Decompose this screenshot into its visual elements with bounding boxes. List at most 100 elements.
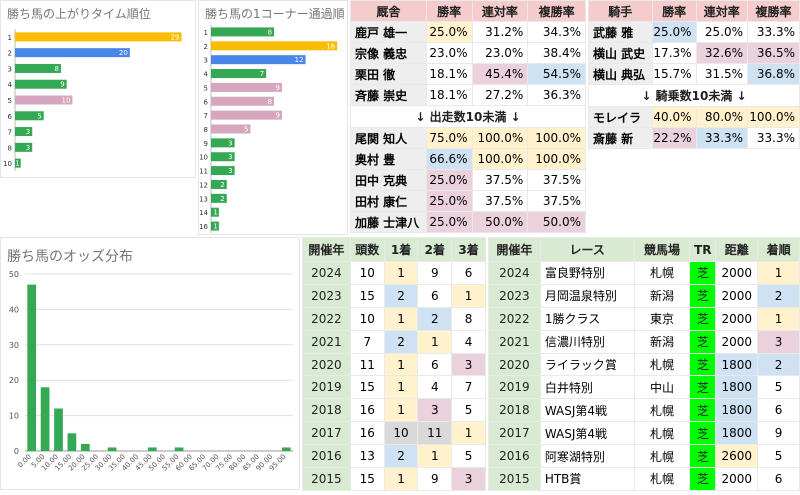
y-tick-label: 20 (9, 376, 19, 385)
show-rate-cell: 54.5% (527, 63, 586, 85)
year-cell: 2018 (488, 398, 541, 423)
bar (211, 138, 235, 148)
table-row: 2022 1勝クラス 東京芝 2000 1 (488, 306, 800, 331)
finish-cell: 5 (757, 375, 800, 400)
track-cell: 東京 (633, 306, 691, 331)
place-rate-cell: 33.3% (695, 127, 749, 149)
surface-cell: 芝 (689, 329, 717, 354)
column-header: 競馬場 (633, 237, 691, 262)
bar-value-label: 10 (61, 97, 70, 105)
category-tick-label: 13 (199, 195, 208, 203)
table-row: 横山 典弘 15.7% 31.5% 36.8% (588, 63, 800, 85)
column-header: 連対率 (471, 0, 529, 22)
distance-cell: 2000 (715, 306, 759, 331)
show-rate-cell: 100.0% (527, 148, 586, 170)
first-cell: 1 (383, 467, 419, 491)
track-cell: 新潟 (633, 329, 691, 354)
table-row: 2015 15 1 9 3 (302, 467, 486, 491)
distance-cell: 2000 (715, 467, 759, 491)
race-name-cell: 富良野特別 (539, 261, 635, 285)
table-row: 2016 13 2 1 5 (302, 444, 486, 469)
bar (211, 55, 306, 65)
column-header: TR (689, 237, 717, 262)
track-cell: 札幌 (633, 352, 691, 377)
year-cell: 2015 (488, 467, 541, 491)
table-row: 武藤 雅 25.0% 25.0% 33.3% (588, 21, 800, 43)
bar (15, 127, 33, 137)
second-cell: 3 (417, 398, 453, 423)
category-tick-label: 3 (8, 65, 12, 73)
trainer-name-cell: 尾関 知人 (350, 127, 427, 149)
year-cell: 2017 (302, 421, 351, 446)
table-row: 田中 克典 25.0% 37.5% 37.5% (350, 169, 586, 191)
year-cell: 2019 (302, 375, 351, 400)
column-header: 2着 (417, 237, 453, 262)
show-rate-cell: 50.0% (527, 211, 586, 233)
finish-cell: 6 (757, 467, 800, 491)
runners-cell: 15 (349, 375, 385, 400)
show-rate-cell: 36.8% (747, 63, 800, 85)
jockey-name-cell: 横山 武史 (588, 42, 653, 64)
bar-value-label: 16 (326, 42, 335, 50)
category-tick-label: 10 (199, 154, 208, 162)
table-row: 2024 10 1 9 6 (302, 261, 486, 285)
threshold-note: ↓ 出走数10未満 ↓ (350, 105, 586, 128)
bar-value-label: 5 (37, 112, 41, 120)
race-name-cell: HTB賞 (539, 467, 635, 491)
note-row: ↓ 出走数10未満 ↓ (350, 105, 586, 128)
y-tick-label: 50 (9, 270, 19, 279)
runners-cell: 10 (349, 261, 385, 285)
win-rate-cell: 25.0% (425, 190, 473, 212)
distance-cell: 2000 (715, 283, 759, 308)
year-cell: 2019 (488, 375, 541, 400)
trainer-name-cell: 栗田 徹 (350, 63, 427, 85)
bar-value-label: 9 (60, 81, 64, 89)
table-row: 2017 WASJ第4戦 札幌芝 1800 9 (488, 421, 800, 446)
bar (211, 82, 282, 92)
finish-cell: 5 (757, 444, 800, 469)
bar (15, 111, 44, 121)
year-cell: 2020 (488, 352, 541, 377)
bar-value-label: 1 (15, 160, 19, 168)
y-tick-label: 0 (14, 447, 19, 456)
odds-chart-panel: 勝ち馬のオッズ分布 0 10 20 30 40 50 0.00 5.00 10.00 15.00 2… (0, 237, 300, 490)
race-name-cell: 月岡温泉特別 (539, 283, 635, 308)
finish-cell: 3 (757, 329, 800, 354)
column-header: レース (539, 237, 635, 262)
jockey-table: 騎手 勝率 連対率 複勝率 武藤 雅 25.0% 25.0% 33.3% 横山 武史 17.3% 3… (588, 0, 800, 149)
surface-cell: 芝 (689, 352, 717, 377)
win-rate-cell: 22.2% (651, 127, 697, 149)
year-cell: 2020 (302, 352, 351, 377)
finish-cell: 2 (757, 352, 800, 377)
runners-cell: 10 (349, 306, 385, 331)
column-header: 複勝率 (527, 0, 586, 22)
runners-cell: 7 (349, 329, 385, 354)
win-rate-cell: 25.0% (425, 211, 473, 233)
second-cell: 9 (417, 467, 453, 491)
bar-value-label: 3 (228, 139, 232, 147)
third-cell: 3 (451, 352, 486, 377)
runners-cell: 16 (349, 398, 385, 423)
category-tick-label: 11 (199, 168, 208, 176)
race-name-cell: ライラック賞 (539, 352, 635, 377)
bar-value-label: 8 (268, 98, 272, 106)
win-rate-cell: 25.0% (425, 21, 473, 43)
bar (211, 193, 227, 203)
race-name-cell: WASJ第4戦 (539, 398, 635, 423)
table-row: 鹿戸 雄一 25.0% 31.2% 34.3% (350, 21, 586, 43)
table-row: 2022 10 1 2 8 (302, 306, 486, 331)
place-rate-cell: 37.5% (471, 169, 529, 191)
bar-value-label: 2 (220, 181, 224, 189)
place-rate-cell: 32.6% (695, 42, 749, 64)
bar-value-label: 3 (228, 153, 232, 161)
third-cell: 5 (451, 398, 486, 423)
race-name-cell: WASJ第4戦 (539, 421, 635, 446)
bar (211, 96, 275, 106)
year-cell: 2024 (488, 261, 541, 285)
header-row: 騎手 勝率 連対率 複勝率 (588, 0, 800, 22)
bar (15, 158, 21, 168)
win-rate-cell: 75.0% (425, 127, 473, 149)
third-cell: 1 (451, 421, 486, 446)
track-cell: 札幌 (633, 261, 691, 285)
surface-cell: 芝 (689, 398, 717, 423)
